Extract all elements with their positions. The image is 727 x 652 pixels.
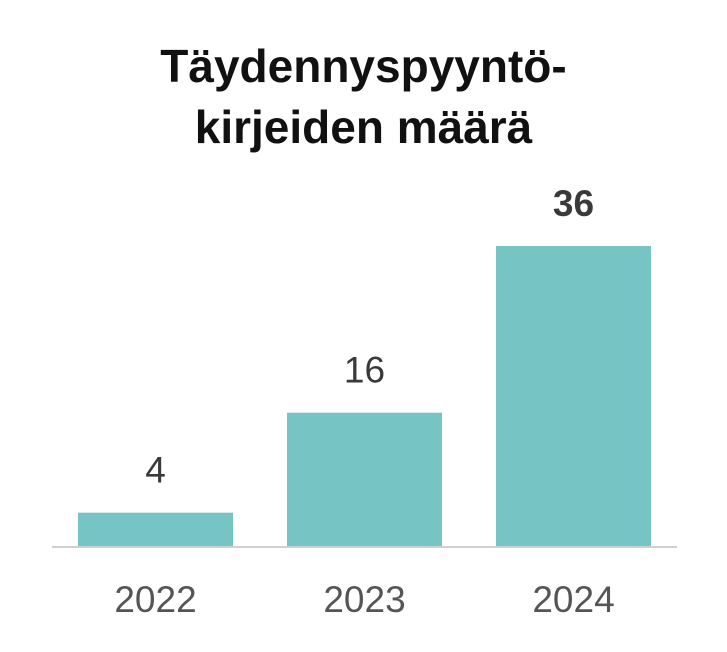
chart-title-line-2: kirjeiden määrä (195, 101, 533, 153)
x-tick-label-2024: 2024 (532, 579, 614, 620)
value-label-2024: 36 (553, 183, 594, 224)
value-labels-group: 4 16 36 (145, 183, 594, 491)
x-tick-label-2022: 2022 (114, 579, 196, 620)
bar-2024 (496, 246, 651, 546)
bar-2022 (78, 512, 233, 546)
x-tick-labels-group: 2022 2023 2024 (114, 579, 614, 620)
value-label-2022: 4 (145, 450, 166, 491)
bar-2023 (287, 412, 442, 546)
chart-title-line-1: Täydennyspyyntö- (160, 40, 566, 92)
x-tick-label-2023: 2023 (323, 579, 405, 620)
bars-group (78, 246, 651, 546)
chart-title: Täydennyspyyntö- kirjeiden määrä (160, 40, 566, 153)
value-label-2023: 16 (344, 350, 385, 391)
